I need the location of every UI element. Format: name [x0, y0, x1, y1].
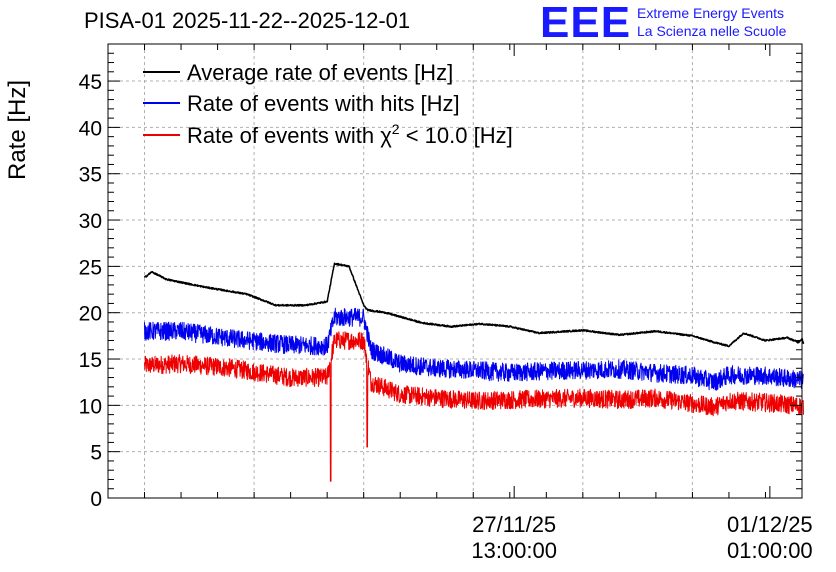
legend: Average rate of events [Hz] Rate of even… — [143, 60, 513, 148]
y-tick-label: 45 — [79, 71, 102, 94]
y-tick-label: 35 — [79, 164, 102, 187]
y-tick-label: 30 — [79, 210, 102, 233]
legend-chi2-prefix: Rate of events with — [187, 123, 380, 148]
legend-chi2-suffix: < 10.0 [Hz] — [400, 123, 513, 148]
series-layer — [143, 262, 805, 482]
x-tick-label-date: 01/12/25 — [727, 512, 813, 537]
legend-label-average: Average rate of events [Hz] — [187, 60, 453, 85]
legend-chi2-superscript: 2 — [392, 121, 400, 137]
y-tick-label: 40 — [79, 117, 102, 140]
y-tick-label: 20 — [79, 303, 102, 326]
y-tick-label: 25 — [79, 256, 102, 279]
series-line-chi2 — [144, 331, 804, 482]
series-line-average — [143, 262, 805, 348]
project-caption-line1: Extreme Energy Events — [637, 5, 785, 21]
y-tick-label: 15 — [79, 349, 102, 372]
legend-label-chi2: Rate of events with χ2 < 10.0 [Hz] — [187, 121, 513, 148]
project-caption: Extreme Energy Events La Scienza nelle S… — [637, 4, 786, 40]
y-tick-label: 5 — [90, 442, 102, 465]
y-tick-label: 0 — [90, 488, 102, 511]
series-line-hits — [144, 307, 804, 391]
legend-label-hits: Rate of events with hits [Hz] — [187, 91, 460, 116]
x-tick-label-date: 27/11/25 — [472, 512, 556, 537]
project-caption-line2: La Scienza nelle Scuole — [637, 23, 787, 39]
eee-logo: EEE — [540, 0, 632, 47]
x-tick-label-time: 01:00:00 — [727, 538, 813, 563]
x-tick-label-time: 13:00:00 — [471, 538, 557, 563]
plot-frame — [107, 43, 803, 499]
y-axis-label: Rate [Hz] — [4, 79, 31, 180]
y-tick-label: 10 — [79, 395, 102, 418]
plot-area — [108, 44, 802, 498]
legend-chi2-symbol: χ — [380, 123, 392, 148]
chart-title: PISA-01 2025-11-22--2025-12-01 — [84, 8, 411, 33]
